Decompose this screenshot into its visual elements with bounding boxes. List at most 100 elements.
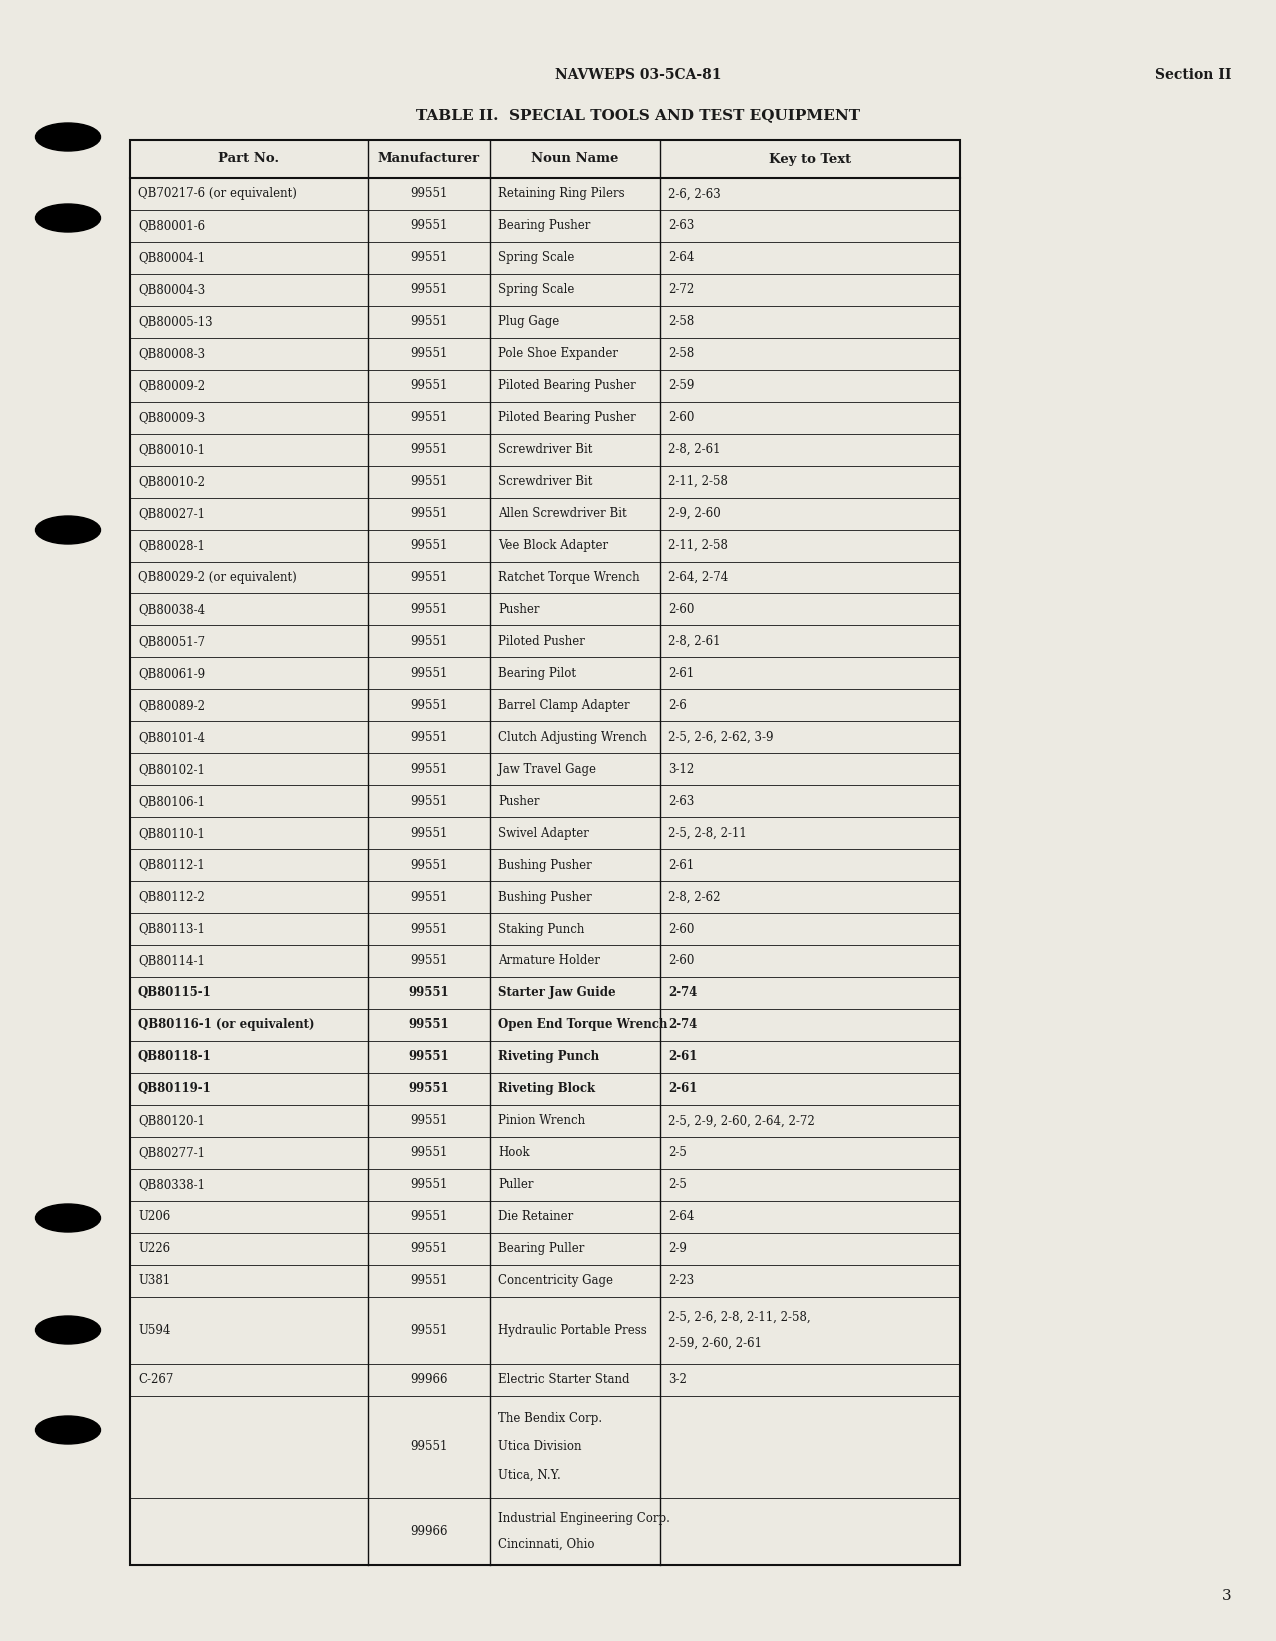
Text: Allen Screwdriver Bit: Allen Screwdriver Bit [498, 507, 627, 520]
Text: Armature Holder: Armature Holder [498, 955, 600, 968]
Text: Hydraulic Portable Press: Hydraulic Portable Press [498, 1324, 647, 1337]
Text: 99551: 99551 [411, 284, 448, 297]
Text: QB80004-1: QB80004-1 [138, 251, 205, 264]
Text: Hook: Hook [498, 1145, 530, 1159]
Text: QB80338-1: QB80338-1 [138, 1178, 205, 1191]
Text: Plug Gage: Plug Gage [498, 315, 559, 328]
Text: QB80113-1: QB80113-1 [138, 922, 205, 935]
Text: Retaining Ring Pilers: Retaining Ring Pilers [498, 187, 625, 200]
Text: Bushing Pusher: Bushing Pusher [498, 891, 592, 904]
Text: Die Retainer: Die Retainer [498, 1209, 573, 1223]
Text: 2-63: 2-63 [669, 220, 694, 233]
Text: Starter Jaw Guide: Starter Jaw Guide [498, 986, 615, 999]
Text: QB80051-7: QB80051-7 [138, 635, 205, 648]
Text: 99551: 99551 [408, 1019, 449, 1032]
Text: 99551: 99551 [411, 1114, 448, 1127]
Ellipse shape [36, 1316, 101, 1344]
Ellipse shape [36, 1416, 101, 1444]
Text: 2-8, 2-62: 2-8, 2-62 [669, 891, 721, 904]
Text: 99551: 99551 [411, 443, 448, 456]
Text: 2-9, 2-60: 2-9, 2-60 [669, 507, 721, 520]
Text: 2-5, 2-6, 2-62, 3-9: 2-5, 2-6, 2-62, 3-9 [669, 730, 773, 743]
Text: QB80110-1: QB80110-1 [138, 827, 205, 840]
Text: 3: 3 [1221, 1588, 1231, 1603]
Text: Manufacturer: Manufacturer [378, 153, 480, 166]
Text: 2-5, 2-8, 2-11: 2-5, 2-8, 2-11 [669, 827, 746, 840]
Text: 2-64, 2-74: 2-64, 2-74 [669, 571, 729, 584]
Text: QB80010-1: QB80010-1 [138, 443, 205, 456]
Text: QB80119-1: QB80119-1 [138, 1083, 212, 1095]
Text: 2-63: 2-63 [669, 794, 694, 807]
Text: 99551: 99551 [411, 1441, 448, 1454]
Text: 2-5: 2-5 [669, 1145, 686, 1159]
Text: 2-74: 2-74 [669, 986, 698, 999]
Text: Riveting Punch: Riveting Punch [498, 1050, 600, 1063]
Text: QB80106-1: QB80106-1 [138, 794, 205, 807]
Text: Screwdriver Bit: Screwdriver Bit [498, 476, 592, 487]
Text: QB80008-3: QB80008-3 [138, 348, 205, 361]
Text: U206: U206 [138, 1209, 170, 1223]
Text: 2-58: 2-58 [669, 348, 694, 361]
Text: 99551: 99551 [411, 891, 448, 904]
Text: 2-59, 2-60, 2-61: 2-59, 2-60, 2-61 [669, 1336, 762, 1349]
Text: 99551: 99551 [411, 1242, 448, 1255]
Text: 99551: 99551 [411, 315, 448, 328]
Text: 99551: 99551 [411, 794, 448, 807]
Text: 99551: 99551 [411, 1209, 448, 1223]
Text: Open End Torque Wrench: Open End Torque Wrench [498, 1019, 667, 1032]
Text: 2-61: 2-61 [669, 1050, 698, 1063]
Text: Clutch Adjusting Wrench: Clutch Adjusting Wrench [498, 730, 647, 743]
Text: 99551: 99551 [411, 1178, 448, 1191]
Text: 3-12: 3-12 [669, 763, 694, 776]
Text: 99551: 99551 [408, 1083, 449, 1095]
Text: 2-64: 2-64 [669, 251, 694, 264]
Text: Jaw Travel Gage: Jaw Travel Gage [498, 763, 596, 776]
Text: 2-61: 2-61 [669, 666, 694, 679]
Text: Piloted Pusher: Piloted Pusher [498, 635, 584, 648]
Text: QB80101-4: QB80101-4 [138, 730, 205, 743]
Text: 99551: 99551 [411, 348, 448, 361]
Text: QB80089-2: QB80089-2 [138, 699, 205, 712]
Text: Vee Block Adapter: Vee Block Adapter [498, 538, 609, 551]
Text: NAVWEPS 03-5CA-81: NAVWEPS 03-5CA-81 [555, 67, 721, 82]
Text: The Bendix Corp.: The Bendix Corp. [498, 1411, 602, 1424]
Text: QB80277-1: QB80277-1 [138, 1145, 205, 1159]
Text: 2-58: 2-58 [669, 315, 694, 328]
Text: 99551: 99551 [411, 379, 448, 392]
Text: 99551: 99551 [411, 730, 448, 743]
Text: 99551: 99551 [408, 1050, 449, 1063]
Text: 99551: 99551 [411, 187, 448, 200]
Text: 2-60: 2-60 [669, 922, 694, 935]
Text: 2-5, 2-6, 2-8, 2-11, 2-58,: 2-5, 2-6, 2-8, 2-11, 2-58, [669, 1311, 810, 1324]
Text: QB80029-2 (or equivalent): QB80029-2 (or equivalent) [138, 571, 297, 584]
Text: 99551: 99551 [411, 507, 448, 520]
Text: QB80102-1: QB80102-1 [138, 763, 205, 776]
Text: 2-11, 2-58: 2-11, 2-58 [669, 538, 727, 551]
Text: 99551: 99551 [411, 412, 448, 423]
Text: 2-11, 2-58: 2-11, 2-58 [669, 476, 727, 487]
Text: QB80009-2: QB80009-2 [138, 379, 205, 392]
Text: Cincinnati, Ohio: Cincinnati, Ohio [498, 1538, 595, 1551]
Text: Piloted Bearing Pusher: Piloted Bearing Pusher [498, 412, 635, 423]
Text: Pusher: Pusher [498, 794, 540, 807]
Text: 2-5: 2-5 [669, 1178, 686, 1191]
Text: Bearing Puller: Bearing Puller [498, 1242, 584, 1255]
Text: Pole Shoe Expander: Pole Shoe Expander [498, 348, 618, 361]
Text: 2-9: 2-9 [669, 1242, 686, 1255]
Text: QB80112-2: QB80112-2 [138, 891, 204, 904]
Text: 99551: 99551 [411, 858, 448, 871]
Text: QB80004-3: QB80004-3 [138, 284, 205, 297]
Text: 99551: 99551 [411, 955, 448, 968]
Text: 99966: 99966 [411, 1374, 448, 1387]
Text: QB80038-4: QB80038-4 [138, 602, 205, 615]
Text: 99551: 99551 [411, 922, 448, 935]
Text: QB80116-1 (or equivalent): QB80116-1 (or equivalent) [138, 1019, 314, 1032]
Text: Key to Text: Key to Text [769, 153, 851, 166]
Text: 99551: 99551 [411, 251, 448, 264]
Text: 2-8, 2-61: 2-8, 2-61 [669, 635, 721, 648]
Text: 3-2: 3-2 [669, 1374, 686, 1387]
Text: 2-74: 2-74 [669, 1019, 698, 1032]
Text: QB70217-6 (or equivalent): QB70217-6 (or equivalent) [138, 187, 297, 200]
Text: 99551: 99551 [411, 1273, 448, 1287]
Text: 99551: 99551 [411, 476, 448, 487]
